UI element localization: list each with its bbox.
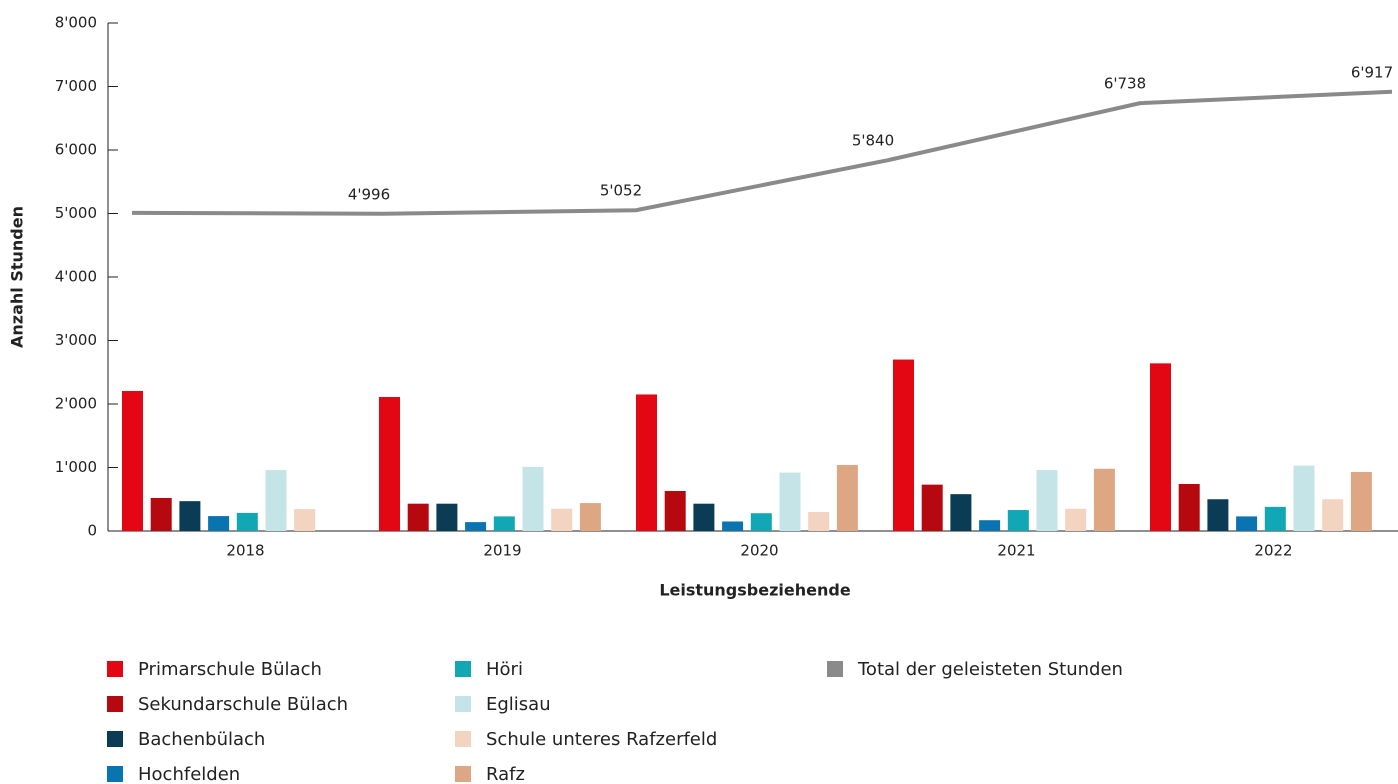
bar xyxy=(493,516,515,531)
data-label: 5'052 xyxy=(600,182,642,200)
bar xyxy=(1065,508,1087,531)
legend-swatch xyxy=(455,696,471,712)
y-tick-label: 3'000 xyxy=(55,331,97,349)
y-tick-label: 2'000 xyxy=(55,395,97,413)
legend-label: Rafz xyxy=(486,764,525,784)
bar xyxy=(294,509,316,531)
bar xyxy=(693,503,715,531)
bar xyxy=(1093,468,1115,531)
legend-label: Primarschule Bülach xyxy=(138,659,322,680)
legend-swatch xyxy=(455,766,471,782)
legend-swatch xyxy=(455,731,471,747)
bar xyxy=(551,508,573,531)
bar xyxy=(836,464,858,531)
x-axis-label: Leistungsbeziehende xyxy=(659,581,851,600)
bar xyxy=(122,390,143,531)
bar xyxy=(436,503,458,531)
bar xyxy=(465,522,487,531)
bar xyxy=(407,503,429,531)
bar xyxy=(236,512,258,531)
legend-swatch xyxy=(107,731,123,747)
total-line xyxy=(131,89,1393,216)
legend-swatch xyxy=(455,661,471,677)
bar xyxy=(779,472,801,531)
bar xyxy=(979,520,1001,531)
bar xyxy=(265,470,287,531)
y-tick-label: 6'000 xyxy=(55,141,97,159)
legend-swatch xyxy=(107,766,123,782)
bar xyxy=(1236,516,1258,531)
y-axis-label: Anzahl Stunden xyxy=(8,206,27,348)
y-tick-label: 5'000 xyxy=(55,204,97,222)
y-tick-label: 4'000 xyxy=(55,268,97,286)
bar xyxy=(179,501,201,531)
data-label: 5'840 xyxy=(852,132,894,150)
legend-label: Total der geleisteten Stunden xyxy=(857,659,1123,680)
legend-swatch xyxy=(827,661,843,677)
bar xyxy=(1178,484,1200,531)
bar xyxy=(921,484,943,531)
legend-swatch xyxy=(107,661,123,677)
bar xyxy=(1207,499,1229,531)
bar xyxy=(1264,506,1286,531)
bar xyxy=(722,521,744,531)
bar xyxy=(893,359,914,531)
data-label: 6'917 xyxy=(1351,63,1393,81)
bar xyxy=(1036,470,1058,531)
bar xyxy=(950,494,972,531)
legend-label: Bachenbülach xyxy=(138,729,265,750)
x-tick-label: 2021 xyxy=(997,542,1035,560)
y-tick-label: 8'000 xyxy=(55,14,97,32)
bar xyxy=(522,466,544,531)
legend-label: Sekundarschule Bülach xyxy=(138,694,348,715)
legend-label: Höri xyxy=(486,659,523,680)
bar xyxy=(379,397,400,531)
y-tick-label: 0 xyxy=(87,522,97,540)
bar xyxy=(664,490,686,531)
legend-swatch xyxy=(107,696,123,712)
bar xyxy=(1293,465,1315,531)
bar xyxy=(579,503,601,531)
bar xyxy=(1322,499,1344,531)
bar xyxy=(1007,510,1029,531)
x-tick-label: 2019 xyxy=(483,542,521,560)
x-tick-label: 2022 xyxy=(1254,542,1292,560)
bar xyxy=(636,394,657,531)
legend-label: Eglisau xyxy=(486,694,551,715)
bar xyxy=(1350,471,1372,531)
data-label: 6'738 xyxy=(1104,75,1146,93)
x-tick-label: 2020 xyxy=(740,542,778,560)
bar xyxy=(1150,363,1171,531)
bar xyxy=(808,511,830,531)
data-label: 4'996 xyxy=(348,185,390,203)
legend-label: Schule unteres Rafzerfeld xyxy=(486,729,717,750)
x-tick-label: 2018 xyxy=(226,542,264,560)
legend-label: Hochfelden xyxy=(138,764,240,784)
bar xyxy=(208,516,230,531)
bar xyxy=(750,513,772,531)
bar xyxy=(150,497,172,531)
y-tick-label: 7'000 xyxy=(55,77,97,95)
y-tick-label: 1'000 xyxy=(55,458,97,476)
